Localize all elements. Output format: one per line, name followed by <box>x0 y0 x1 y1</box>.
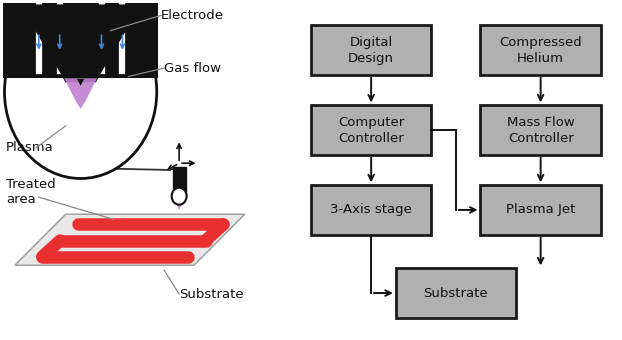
Text: Compressed
Helium: Compressed Helium <box>499 36 582 65</box>
Circle shape <box>4 5 157 178</box>
Text: Treated
area: Treated area <box>6 178 56 206</box>
Polygon shape <box>3 3 158 78</box>
Bar <box>480 26 601 75</box>
Polygon shape <box>21 5 141 78</box>
Bar <box>396 268 516 318</box>
Bar <box>311 185 431 235</box>
Polygon shape <box>64 78 97 109</box>
Text: Electrode: Electrode <box>161 9 224 22</box>
Bar <box>172 167 186 195</box>
Text: Computer
Controller: Computer Controller <box>338 116 404 144</box>
Bar <box>311 26 431 75</box>
Bar <box>311 105 431 155</box>
Bar <box>480 185 601 235</box>
Text: Substrate: Substrate <box>424 287 488 300</box>
Polygon shape <box>77 79 84 86</box>
Circle shape <box>172 188 187 205</box>
Text: 3-Axis stage: 3-Axis stage <box>330 203 412 217</box>
Text: Substrate: Substrate <box>179 288 244 301</box>
Text: Plasma: Plasma <box>6 141 53 154</box>
Bar <box>480 105 601 155</box>
Polygon shape <box>15 214 245 265</box>
Polygon shape <box>172 195 186 210</box>
Polygon shape <box>27 5 134 82</box>
Text: Gas flow: Gas flow <box>164 62 221 74</box>
Text: Digital
Design: Digital Design <box>348 36 394 65</box>
Text: Mass Flow
Controller: Mass Flow Controller <box>507 116 575 144</box>
Text: Plasma Jet: Plasma Jet <box>506 203 575 217</box>
